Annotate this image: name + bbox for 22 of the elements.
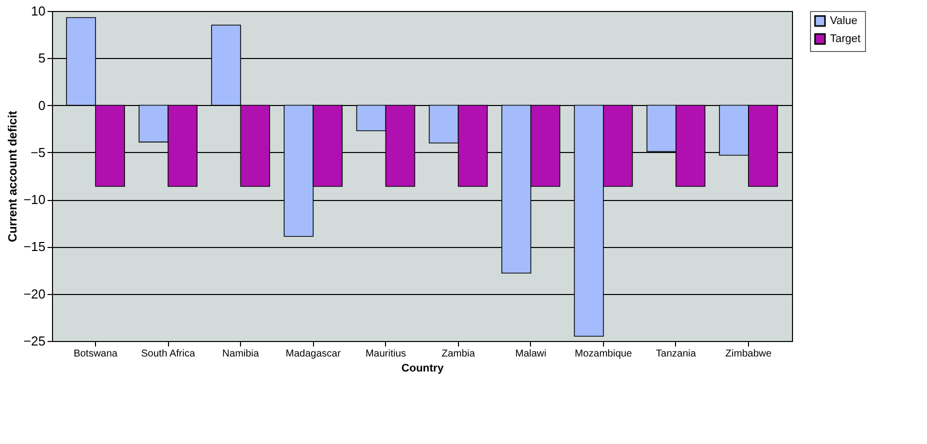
- x-tick-label: Mauritius: [365, 348, 406, 360]
- x-tick-label: Zimbabwe: [725, 348, 772, 360]
- y-tick-label: 10: [31, 4, 46, 18]
- x-tick-label: Malawi: [515, 348, 546, 360]
- x-tick-label: Namibia: [222, 348, 260, 360]
- y-axis-title: Current account deficit: [5, 110, 20, 242]
- x-tick-label: Zambia: [442, 348, 476, 360]
- y-tick-label: 0: [38, 98, 46, 113]
- x-tick-label: Madagascar: [286, 348, 342, 360]
- x-tick-label: Botswana: [74, 348, 118, 360]
- y-tick-label: 5: [38, 50, 46, 66]
- y-tick-label: −15: [23, 239, 46, 254]
- y-tick-label: −5: [30, 144, 46, 160]
- legend-label: Value: [830, 15, 858, 27]
- y-tick-label: −25: [23, 334, 46, 348]
- x-axis-title: Country: [401, 362, 444, 374]
- x-tick-label: South Africa: [141, 348, 196, 360]
- x-tick-label: Mozambique: [574, 348, 632, 360]
- legend-label: Target: [830, 33, 861, 45]
- y-tick-label: −20: [23, 286, 46, 302]
- y-tick-label: −10: [23, 192, 46, 208]
- x-tick-label: Tanzania: [656, 348, 696, 360]
